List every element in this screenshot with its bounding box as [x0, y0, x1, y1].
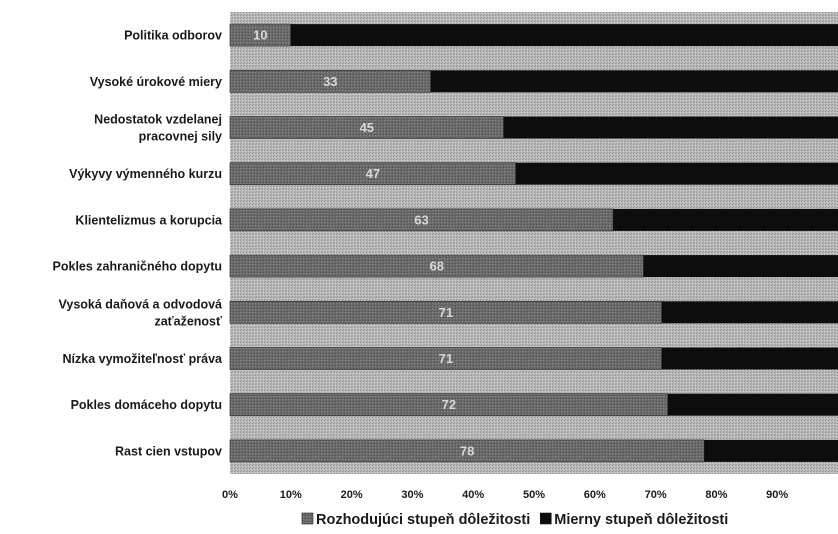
x-tick-label: 70%	[645, 489, 667, 501]
legend-swatch	[301, 512, 314, 525]
x-axis-tick-labels: 0% 10% 20% 30% 40% 50% 60% 70% 80% 90%	[222, 489, 788, 501]
category-label-line: Klientelizmus a korupcia	[75, 213, 223, 227]
x-tick-label: 50%	[523, 489, 545, 501]
value-label: 47	[366, 166, 380, 181]
category-label-line: Vysoké úrokové miery	[90, 75, 222, 89]
x-tick-label: 40%	[462, 489, 484, 501]
legend-label: Rozhodujúci stupeň dôležitosti	[316, 512, 530, 528]
value-label: 45	[360, 120, 374, 135]
category-label: Pokles domáceho dopytu	[71, 398, 222, 412]
category-label-line: Výkyvy výmenného kurzu	[69, 167, 222, 181]
value-labels-group: 10 33 45 47 63 68 71 71 72 78	[253, 28, 474, 459]
value-label: 68	[429, 259, 443, 274]
legend-swatch	[539, 512, 552, 525]
bar-mierny	[643, 255, 838, 278]
x-tick-label: 10%	[280, 489, 302, 501]
bar-mierny	[290, 24, 838, 47]
legend: Rozhodujúci stupeň dôležitosti Mierny stu…	[301, 512, 728, 528]
value-label: 72	[442, 397, 456, 412]
x-tick-label: 60%	[584, 489, 606, 501]
category-label: Nedostatok vzdelanej pracovnej sily	[94, 113, 222, 144]
x-tick-label: 90%	[766, 489, 788, 501]
category-label: Klientelizmus a korupcia	[75, 213, 223, 227]
category-label: Rast cien vstupov	[115, 444, 222, 458]
value-label: 10	[253, 28, 267, 43]
category-label: Vysoká daňová a odvodová zaťaženosť	[59, 297, 223, 328]
category-label-line: Pokles domáceho dopytu	[71, 398, 222, 412]
x-tick-label: 20%	[341, 489, 363, 501]
bar-mierny	[503, 116, 838, 139]
x-tick-label: 0%	[222, 489, 238, 501]
category-label-line: Pokles zahraničného dopytu	[53, 260, 222, 274]
category-label-line: Rast cien vstupov	[115, 444, 222, 458]
bar-mierny	[667, 393, 838, 416]
bars-group	[229, 23, 838, 463]
value-label: 63	[414, 212, 428, 227]
category-label: Výkyvy výmenného kurzu	[69, 167, 222, 181]
x-tick-label: 30%	[401, 489, 423, 501]
category-labels-group: Politika odborov Vysoké úrokové miery Nedo…	[53, 29, 224, 459]
bar-mierny	[515, 162, 838, 185]
category-label-line: Vysoká daňová a odvodová	[59, 297, 223, 311]
x-tick-label: 80%	[705, 489, 727, 501]
category-label-line: Nízka vymožiteľnosť práva	[63, 352, 224, 366]
category-label-line: Politika odborov	[124, 29, 222, 43]
value-label: 78	[460, 443, 474, 458]
category-label-line: zaťaženosť	[154, 314, 222, 328]
category-label: Politika odborov	[124, 29, 222, 43]
bar-mierny	[613, 208, 838, 231]
legend-label: Mierny stupeň dôležitosti	[554, 512, 728, 528]
category-label: Vysoké úrokové miery	[90, 75, 222, 89]
category-label-line: Nedostatok vzdelanej	[94, 113, 222, 127]
bar-mierny	[430, 70, 838, 93]
bar-mierny	[661, 347, 838, 370]
category-label-line: pracovnej sily	[139, 130, 222, 144]
bar-mierny	[661, 301, 838, 324]
value-label: 33	[323, 74, 337, 89]
value-label: 71	[439, 305, 453, 320]
category-label: Pokles zahraničného dopytu	[53, 260, 222, 274]
category-label: Nízka vymožiteľnosť práva	[63, 352, 224, 366]
value-label: 71	[439, 351, 453, 366]
bar-mierny	[704, 439, 838, 462]
